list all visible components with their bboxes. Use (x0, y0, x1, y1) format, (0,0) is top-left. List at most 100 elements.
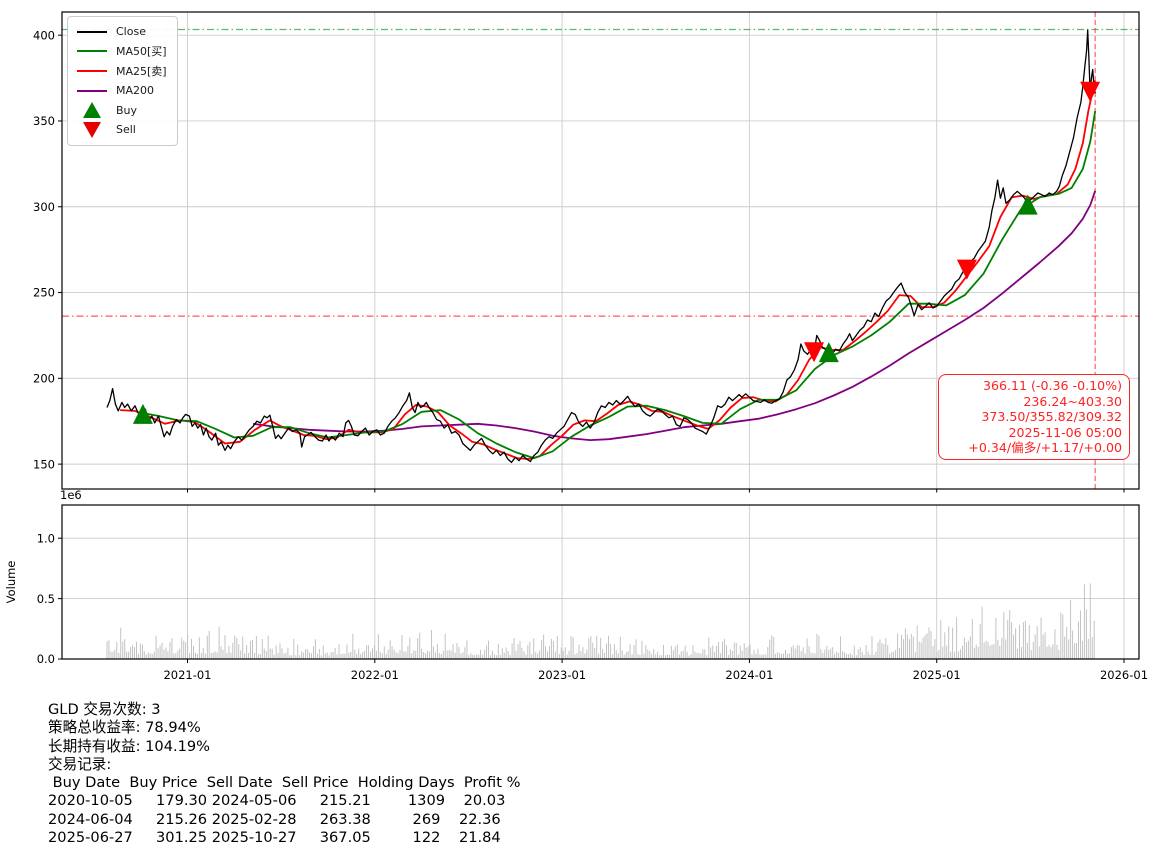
axis-tick-label: 2026-01 (1100, 668, 1148, 682)
volume-bar (800, 651, 802, 659)
axis-tick-label: 250 (33, 286, 55, 300)
volume-bar (1087, 638, 1089, 659)
volume-bar (965, 642, 967, 659)
volume-bar (749, 644, 751, 659)
volume-bar (248, 652, 250, 659)
volume-bar (214, 651, 216, 659)
volume-bar (1026, 642, 1028, 659)
volume-bar (1048, 644, 1050, 659)
volume-bar (177, 650, 179, 659)
volume-bar (1072, 630, 1074, 659)
volume-bar (735, 643, 737, 659)
volume-bar (582, 646, 584, 659)
volume-bar (627, 651, 629, 659)
volume-bar (1085, 609, 1087, 659)
volume-bar (372, 648, 373, 659)
volume-bar (617, 653, 619, 659)
volume-bar (281, 648, 283, 659)
volume-bar (775, 653, 777, 659)
volume-bar (781, 654, 782, 659)
volume-bar (352, 633, 354, 659)
volume-bar (863, 654, 865, 659)
volume-bar (989, 645, 991, 659)
volume-bar (822, 652, 824, 659)
volume-bar (816, 633, 818, 659)
volume-bar (169, 642, 171, 659)
volume-bar (550, 638, 552, 659)
legend-item-ma50: MA50[买] (77, 42, 167, 62)
volume-bar (303, 652, 305, 659)
volume-bar (358, 648, 360, 659)
axis-tick-label: 2021-01 (163, 668, 211, 682)
volume-bar (991, 644, 993, 659)
volume-bar (432, 646, 434, 659)
volume-bar (942, 646, 944, 659)
volume-bar (903, 639, 904, 659)
volume-bar (845, 654, 847, 659)
volume-bar (259, 654, 261, 659)
axis-offset-label: 1e6 (60, 488, 82, 502)
volume-bar (1060, 612, 1062, 659)
volume-bar (468, 655, 470, 659)
axis-tick-label: 2022-01 (351, 668, 399, 682)
volume-bar (924, 635, 926, 659)
volume-bar (431, 630, 432, 659)
volume-bar (484, 649, 486, 659)
tick-marks (58, 34, 1125, 663)
volume-bar (993, 644, 995, 659)
volume-bar (983, 642, 985, 659)
volume-bar (985, 640, 987, 659)
volume-bar (393, 649, 395, 659)
callout-time-line: 2025-11-06 05:00 (1008, 424, 1123, 440)
volume-bar (645, 645, 647, 659)
volume-bar (1042, 634, 1044, 659)
volume-bar (613, 644, 615, 659)
trade-count-line: GLD 交易次数: 3 (48, 701, 161, 718)
volume-bar (596, 635, 598, 659)
volume-bar (519, 641, 521, 659)
volume-bar (1062, 614, 1064, 659)
volume-bar (698, 653, 700, 659)
volume-bar (568, 650, 570, 659)
volume-bar (246, 645, 248, 659)
tick-labels: 150 200 250 300 350 400 0.0 0.5 1.0 2021-01 2022-0… (4, 28, 1148, 682)
volume-bar (112, 651, 114, 659)
volume-bar (840, 636, 841, 659)
volume-bar (885, 638, 887, 659)
buy-marker (1017, 194, 1038, 215)
volume-bar (625, 652, 627, 659)
volume-bar (806, 638, 808, 659)
volume-bar (289, 655, 291, 659)
reference-lines (62, 12, 1139, 489)
volume-bar (600, 637, 602, 659)
volume-bar (869, 654, 871, 659)
volume-bar (590, 636, 592, 659)
volume-bar (785, 650, 786, 659)
volume-bar (1093, 620, 1095, 659)
volume-bar (560, 647, 562, 659)
volume-bar (293, 638, 295, 659)
volume-bar (413, 650, 415, 659)
close-line (106, 29, 1096, 464)
volume-bar (307, 649, 309, 659)
volume-bar (609, 643, 611, 659)
volume-bar (1091, 637, 1093, 659)
volume-bar (641, 640, 643, 659)
volume-bar (899, 647, 900, 659)
volume-bar (708, 637, 710, 659)
volume-bar (210, 653, 212, 659)
volume-bar (541, 639, 543, 659)
legend-label: Sell (116, 123, 136, 137)
volume-bar (1024, 620, 1026, 659)
volume-bar (975, 644, 977, 659)
volume-bar (704, 649, 706, 659)
volume-bar (771, 635, 773, 659)
volume-bar (464, 647, 466, 659)
volume-bar (476, 654, 478, 659)
volume-bar (250, 640, 251, 659)
trade-table-row: 2025-06-27 301.25 2025-10-27 367.05 122 … (48, 829, 501, 847)
volume-bar (344, 653, 346, 659)
strategy-summary: GLD 交易次数: 3 策略总收益率: 78.94% 长期持有收益: 104.1… (48, 701, 520, 847)
volume-bar (954, 651, 956, 659)
